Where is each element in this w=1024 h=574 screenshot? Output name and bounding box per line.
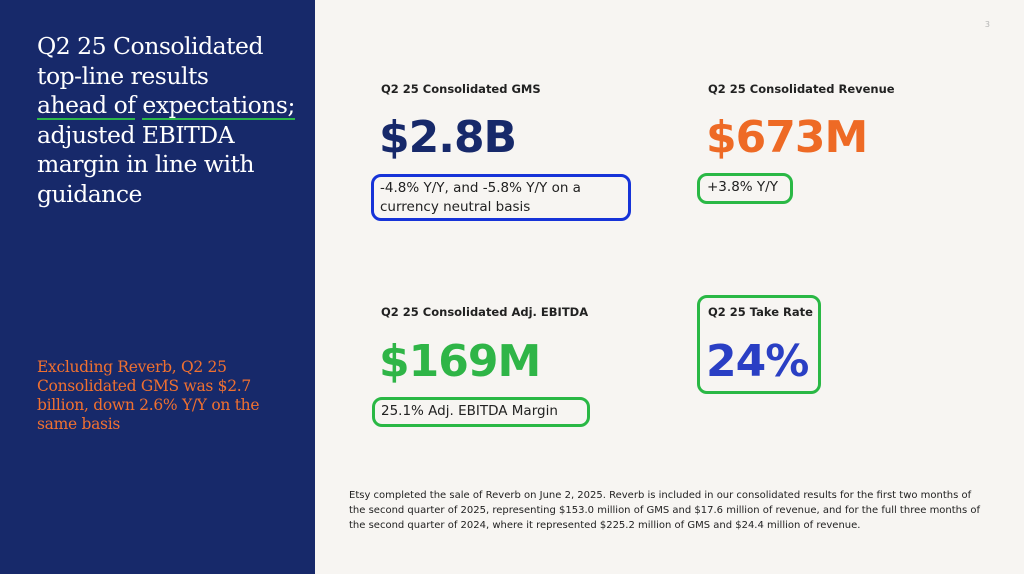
- footnote: Etsy completed the sale of Reverb on Jun…: [349, 490, 981, 531]
- page-number: 3: [984, 20, 990, 29]
- ebitda-value: $169M: [379, 336, 541, 387]
- revenue-note: +3.8% Y/Y: [707, 179, 778, 195]
- headline-part2: adjusted EBITDA margin in line with guid…: [37, 120, 255, 208]
- revenue-label: Q2 25 Consolidated Revenue: [708, 82, 895, 96]
- gms-note: -4.8% Y/Y, and -5.8% Y/Y on a currency n…: [380, 180, 581, 215]
- ebitda-note: 25.1% Adj. EBITDA Margin: [381, 403, 558, 419]
- headline-highlight-1: ahead of: [37, 91, 136, 120]
- headline-part1: Q2 25 Consolidated top-line results: [37, 32, 264, 90]
- take-rate-label: Q2 25 Take Rate: [708, 305, 813, 319]
- take-rate-annotation-circle: [697, 295, 821, 394]
- ebitda-label: Q2 25 Consolidated Adj. EBITDA: [381, 305, 589, 319]
- revenue-annotation-circle: [697, 173, 793, 204]
- left-panel: Q2 25 Consolidated top-line results ahea…: [0, 0, 315, 574]
- reverb-subnote: Excluding Reverb, Q2 25 Consolidated GMS…: [37, 358, 260, 433]
- slide-headline: Q2 25 Consolidated top-line results ahea…: [37, 32, 297, 209]
- gms-label: Q2 25 Consolidated GMS: [381, 82, 541, 96]
- take-rate-value: 24%: [706, 336, 809, 387]
- ebitda-annotation-circle: [372, 397, 590, 427]
- headline-highlight-2: expectations;: [142, 91, 295, 120]
- gms-value: $2.8B: [379, 112, 517, 163]
- revenue-value: $673M: [706, 112, 868, 163]
- gms-annotation-circle: [371, 174, 631, 221]
